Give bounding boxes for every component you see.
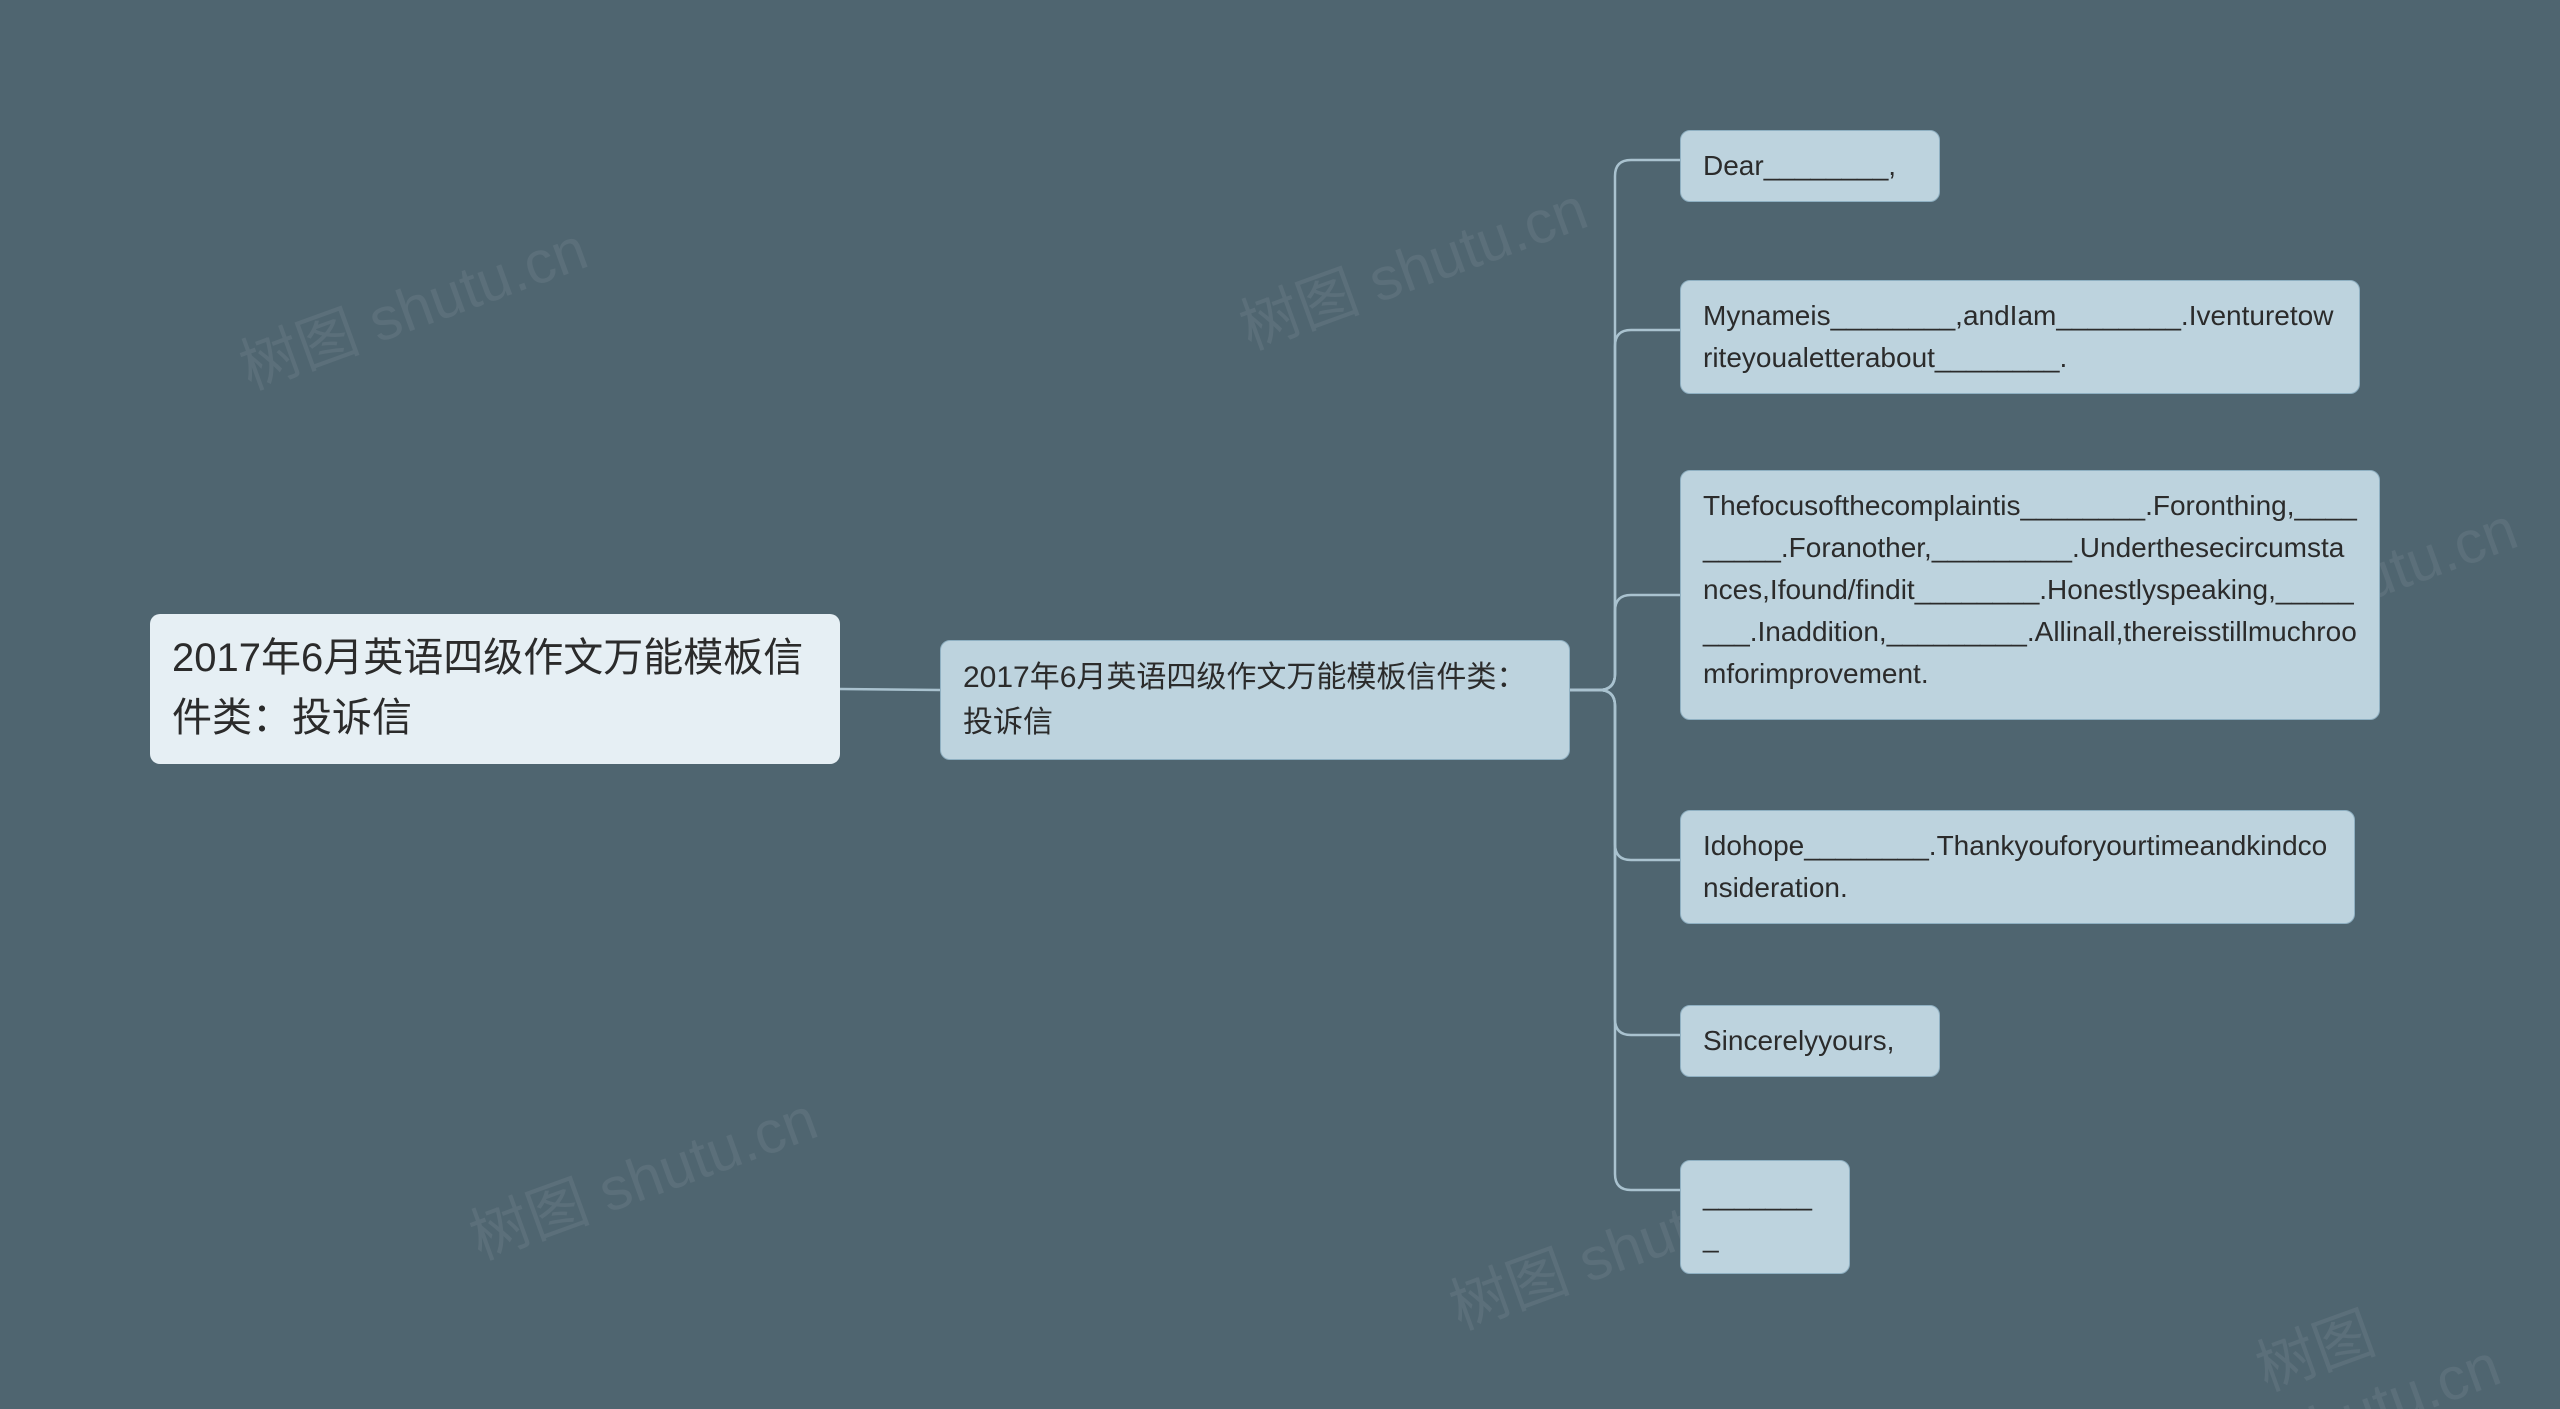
level1-node: 2017年6月英语四级作文万能模板信件类：投诉信 — [940, 640, 1570, 760]
leaf-node-4: Idohope________.Thankyouforyourtimeandki… — [1680, 810, 2355, 924]
level1-node-label: 2017年6月英语四级作文万能模板信件类：投诉信 — [963, 661, 1526, 739]
connector — [1570, 690, 1680, 1190]
leaf-node-3-label: Thefocusofthecomplaintis________.Foronth… — [1703, 490, 2357, 689]
leaf-node-6: ________ — [1680, 1160, 1850, 1274]
watermark: 树图 shutu.cn — [2242, 1223, 2560, 1409]
leaf-node-6-label: ________ — [1703, 1180, 1812, 1253]
leaf-node-3: Thefocusofthecomplaintis________.Foronth… — [1680, 470, 2380, 720]
leaf-node-5-label: Sincerelyyours, — [1703, 1025, 1894, 1056]
connector — [1570, 330, 1680, 690]
leaf-node-2-label: Mynameis________,andIam________.Iventure… — [1703, 300, 2333, 373]
leaf-node-1-label: Dear________, — [1703, 150, 1896, 181]
leaf-node-1: Dear________, — [1680, 130, 1940, 202]
watermark: 树图 shutu.cn — [456, 1070, 827, 1276]
watermark: 树图 shutu.cn — [1226, 160, 1597, 366]
connector — [1570, 595, 1680, 690]
leaf-node-5: Sincerelyyours, — [1680, 1005, 1940, 1077]
watermark: 树图 shutu.cn — [226, 200, 597, 406]
connector — [1570, 160, 1680, 690]
connector — [1570, 690, 1680, 860]
leaf-node-2: Mynameis________,andIam________.Iventure… — [1680, 280, 2360, 394]
root-node-label: 2017年6月英语四级作文万能模板信件类：投诉信 — [172, 636, 803, 740]
leaf-node-4-label: Idohope________.Thankyouforyourtimeandki… — [1703, 830, 2327, 903]
diagram-canvas: 树图 shutu.cn 树图 shutu.cn 树图 shutu.cn 树图 shut… — [0, 0, 2560, 1409]
connector — [840, 689, 940, 690]
root-node: 2017年6月英语四级作文万能模板信件类：投诉信 — [150, 614, 840, 764]
connector — [1570, 690, 1680, 1035]
